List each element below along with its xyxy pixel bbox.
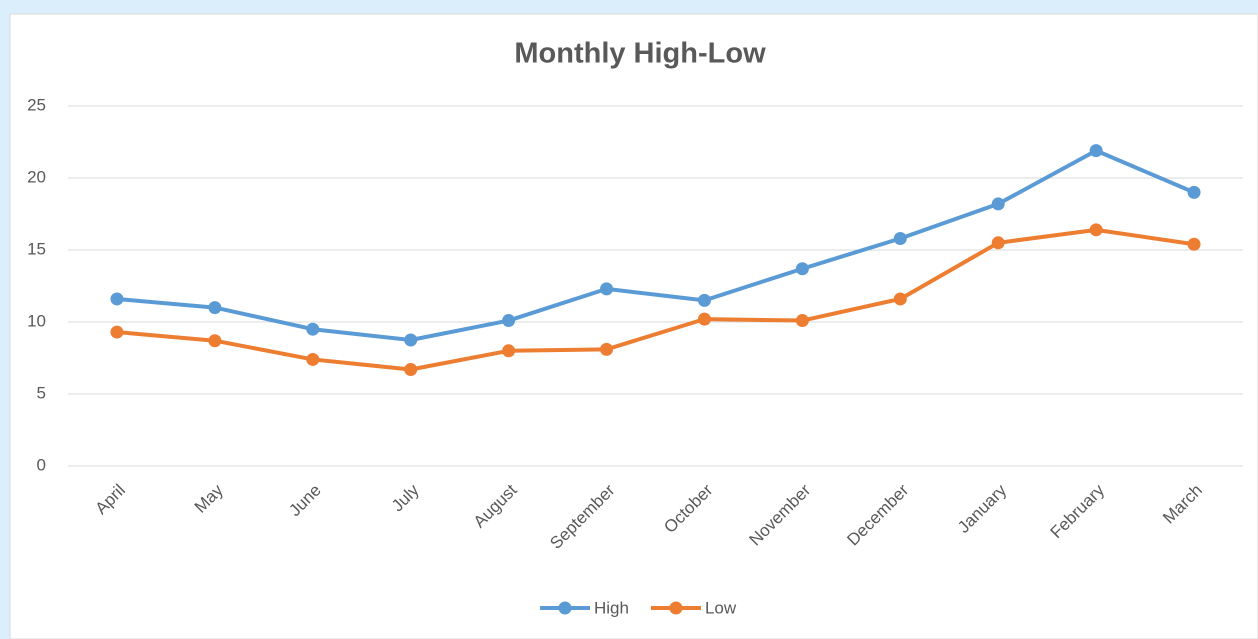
data-point: [795, 314, 809, 328]
chart-title: Monthly High-Low: [514, 38, 766, 70]
data-point: [306, 352, 320, 366]
legend-marker: [669, 601, 683, 615]
data-point: [600, 342, 614, 356]
legend-marker: [558, 601, 572, 615]
data-point: [404, 363, 418, 377]
data-point: [1089, 144, 1103, 158]
data-point: [404, 333, 418, 347]
legend-label: Low: [705, 598, 737, 617]
y-tick-label: 0: [37, 455, 46, 474]
data-point: [208, 301, 222, 315]
y-tick-label: 5: [37, 383, 46, 402]
data-point: [208, 334, 222, 348]
data-point: [795, 262, 809, 276]
series-line: [116, 227, 1195, 372]
data-point: [697, 312, 711, 326]
y-tick-label: 25: [27, 95, 46, 114]
y-tick-label: 15: [27, 239, 46, 258]
chart-area: [9, 13, 1258, 639]
data-point: [502, 344, 516, 358]
legend-label: High: [594, 598, 629, 617]
data-point: [1187, 237, 1201, 251]
data-point: [110, 325, 124, 339]
data-point: [893, 231, 907, 245]
data-point: [306, 322, 320, 336]
data-point: [991, 236, 1005, 250]
series-line: [116, 148, 1195, 342]
data-point: [110, 292, 124, 306]
y-tick-label: 20: [27, 167, 46, 186]
data-point: [991, 197, 1005, 211]
data-point: [893, 292, 907, 306]
data-point: [600, 282, 614, 296]
y-tick-label: 10: [27, 311, 46, 330]
data-point: [502, 314, 516, 328]
data-point: [1089, 223, 1103, 237]
data-point: [1187, 185, 1201, 199]
data-point: [697, 293, 711, 307]
